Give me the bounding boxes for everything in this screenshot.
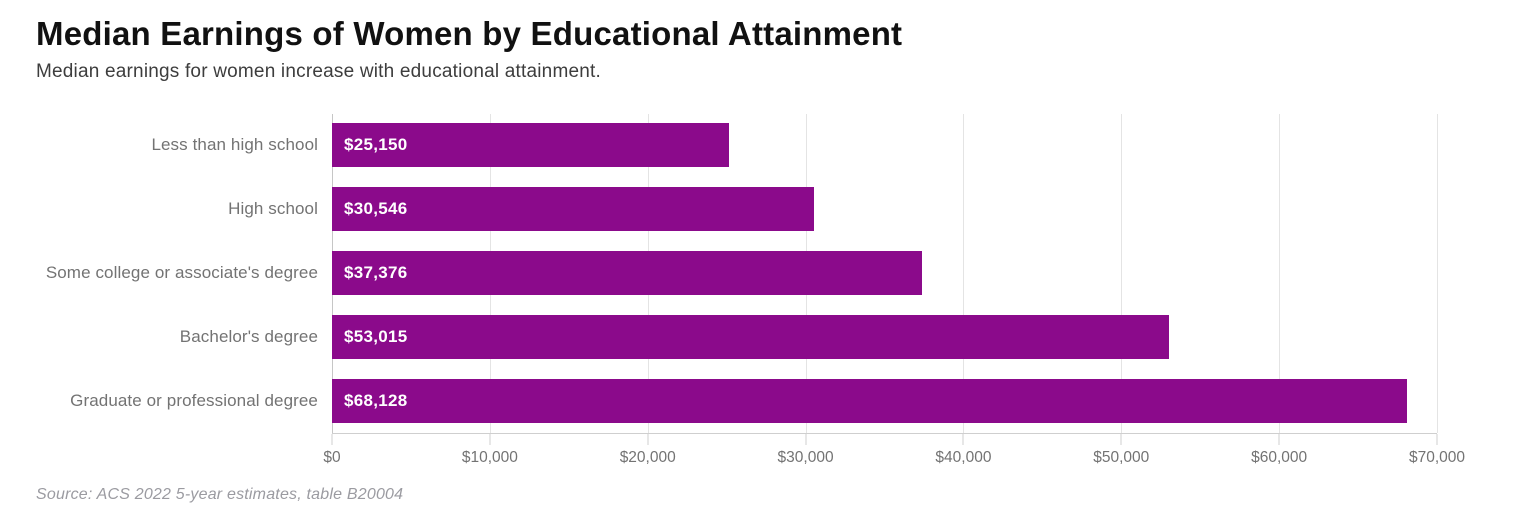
category-label: Some college or associate's degree	[45, 263, 318, 283]
bars-layer: Less than high school $25,150 High school $…	[36, 114, 1499, 433]
bar-row: Bachelor's degree $53,015	[36, 305, 1499, 369]
axis-tick-label: $60,000	[1251, 448, 1308, 466]
axis-tick-label: $10,000	[461, 448, 518, 466]
x-axis: $0 $10,000 $20,000 $30,000 $40,000 $50,000 $60…	[323, 432, 1465, 479]
category-label: Graduate or professional degree	[70, 390, 318, 410]
bar: $25,150	[332, 123, 729, 168]
axis-tick-mark	[962, 433, 964, 445]
bar-value-label: $30,546	[344, 199, 408, 219]
bar: $30,546	[332, 187, 815, 232]
bar-value-label: $25,150	[344, 135, 408, 155]
axis-tick-label: $50,000	[1093, 448, 1150, 466]
plot-area: Less than high school $25,150 High school $…	[36, 113, 1499, 433]
axis-tick-label: $40,000	[935, 448, 992, 466]
axis-tick-label: $30,000	[777, 448, 834, 466]
bar: $37,376	[332, 251, 922, 296]
bar-row: Some college or associate's degree $37,37…	[36, 241, 1499, 305]
bar-cell: $30,546	[332, 187, 1437, 232]
axis-tick-mark	[331, 433, 333, 445]
bar-value-label: $68,128	[344, 390, 408, 410]
axis-tick-label: $0	[323, 448, 341, 466]
axis-tick-label: $70,000	[1408, 448, 1466, 466]
axis-tick-mark	[1278, 433, 1280, 445]
gridline	[1121, 113, 1123, 433]
chart-subtitle: Median earnings for women increase with …	[36, 60, 601, 82]
category-label: High school	[228, 199, 318, 219]
axis-tick-mark	[1120, 433, 1122, 445]
bar-cell: $53,015	[332, 314, 1437, 359]
chart-title: Median Earnings of Women by Educational …	[36, 15, 903, 52]
axis-tick-mark	[805, 433, 807, 445]
chart-page: Median Earnings of Women by Educational …	[36, 15, 1499, 503]
gridline	[1279, 113, 1281, 433]
bar-row: Graduate or professional degree $68,128	[36, 369, 1499, 433]
bar-row: Less than high school $25,150	[36, 114, 1499, 178]
category-label: Bachelor's degree	[179, 326, 318, 346]
bar-chart: Less than high school $25,150 High school $…	[36, 113, 1499, 479]
axis-tick-label: $20,000	[619, 448, 676, 466]
bar-value-label: $37,376	[344, 263, 408, 283]
gridline	[963, 113, 965, 433]
gridline	[1437, 113, 1438, 433]
axis-tick-mark	[489, 433, 491, 445]
bar: $53,015	[332, 314, 1169, 359]
bar-cell: $37,376	[332, 251, 1437, 296]
axis-tick-mark	[1436, 433, 1438, 445]
bar-cell: $68,128	[332, 378, 1437, 423]
bar-cell: $25,150	[332, 123, 1437, 168]
source-note: Source: ACS 2022 5-year estimates, table…	[36, 485, 404, 503]
bar-row: High school $30,546	[36, 177, 1499, 241]
bar: $68,128	[332, 378, 1408, 423]
axis-tick-mark	[647, 433, 649, 445]
bar-value-label: $53,015	[344, 326, 408, 346]
category-label: Less than high school	[151, 135, 318, 155]
